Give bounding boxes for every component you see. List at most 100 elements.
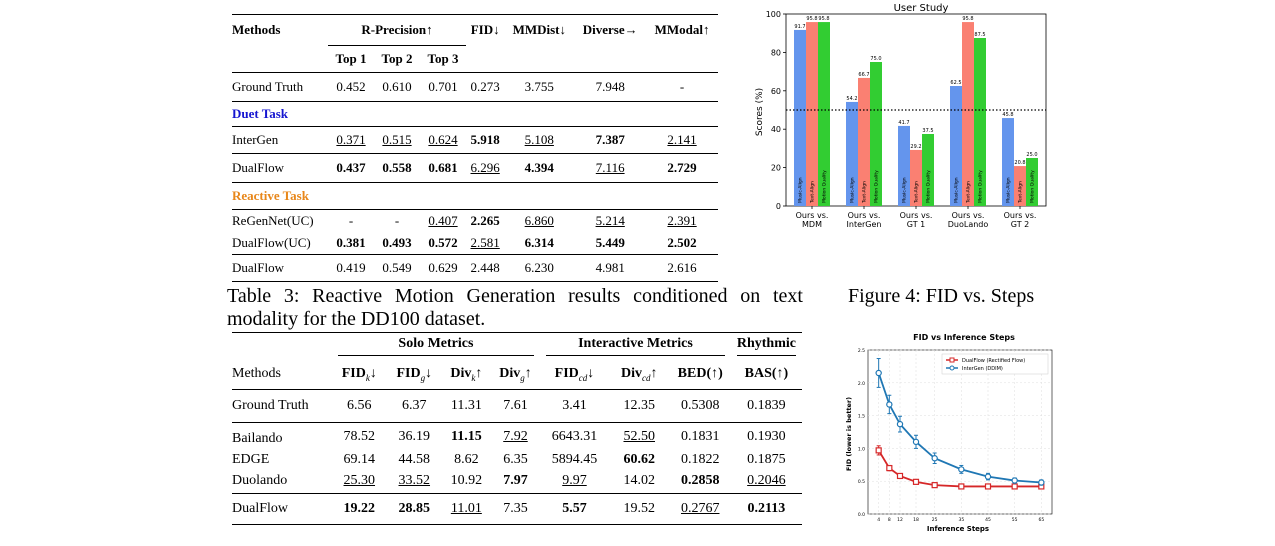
legend-marker	[949, 357, 955, 363]
table-row: EDGE 69.14 44.58 8.62 6.35 5894.45 60.62…	[232, 452, 786, 467]
bar-series-label: Motion Quality	[978, 170, 984, 203]
bar-series-label: Motion Quality	[1030, 170, 1036, 203]
bar-value-label: 45.8	[1002, 112, 1013, 118]
bar-series-label: Text-Align	[1018, 181, 1024, 204]
y-tick-label: 0	[776, 202, 781, 211]
results-table-text: Methods R-Precision↑ FID↓ MMDist↓ Divers…	[232, 14, 718, 282]
group-rhythmic: Rhythmic	[731, 333, 802, 360]
x-tick-label: MDM	[802, 220, 822, 229]
x-tick-label: Ours vs.	[900, 211, 933, 220]
data-point	[984, 473, 992, 480]
bar-series-label: Music-Align	[1006, 177, 1012, 203]
table-row: Ground Truth 6.56 6.37 11.31 7.61 3.41 1…	[232, 390, 802, 423]
col-header-rprecision: R-Precision↑	[361, 22, 433, 37]
col-header-top1: Top 1	[328, 45, 374, 72]
col-header-methods: Methods	[232, 366, 281, 381]
bar-series-label: Motion Quality	[874, 170, 880, 203]
legend-label: InterGen (DDIM)	[962, 366, 1003, 372]
col-header-div-g: Divg↑	[499, 365, 532, 383]
bar-value-label: 37.5	[922, 128, 933, 134]
bar	[794, 29, 806, 206]
y-tick-label: 2.5	[858, 348, 865, 354]
x-tick-label: 45	[985, 517, 991, 523]
bar-value-label: 87.5	[974, 32, 985, 38]
section-label-duet: Duet Task	[232, 105, 288, 121]
bar-value-label: 54.2	[846, 96, 857, 102]
col-header-top2: Top 2	[374, 45, 420, 72]
x-tick-label: 8	[888, 517, 891, 523]
bar-value-label: 75.0	[870, 56, 881, 62]
y-axis-label: FID (lower is better)	[845, 397, 853, 471]
data-point	[984, 483, 992, 490]
table-row: DualFlow(UC) 0.381 0.493 0.572 2.581 6.3…	[232, 232, 718, 254]
data-point	[931, 482, 938, 489]
bar-series-label: Text-Align	[810, 181, 816, 204]
data-point	[1011, 477, 1018, 484]
data-point	[896, 420, 904, 428]
col-header-fid-g: FIDg↓	[396, 365, 433, 383]
data-point	[912, 478, 920, 485]
y-tick-label: 80	[771, 48, 781, 57]
table-row: DualFlow 0.437 0.558 0.681 6.296 4.394 7…	[232, 153, 718, 182]
x-tick-label: 18	[913, 517, 919, 523]
x-tick-label: InterGen	[847, 220, 882, 229]
x-tick-label: 25	[932, 517, 938, 523]
bar-series-label: Music-Align	[850, 177, 856, 203]
x-tick-label: 35	[958, 517, 964, 523]
x-tick-label: DuoLando	[948, 220, 989, 229]
data-point	[886, 464, 893, 472]
bar-series-label: Text-Align	[914, 181, 920, 204]
col-header-methods: Methods	[232, 22, 281, 38]
table-row: InterGen 0.371 0.515 0.624 5.918 5.108 7…	[232, 126, 718, 153]
bar-series-label: Text-Align	[862, 181, 868, 204]
x-tick-label: Ours vs.	[848, 211, 881, 220]
data-point	[1011, 483, 1018, 490]
col-header-top3: Top 3	[420, 45, 466, 72]
bar-value-label: 29.2	[910, 144, 921, 150]
x-tick-label: Ours vs.	[952, 211, 985, 220]
reactive-results-table: Solo Metrics Interactive Metrics Rhythmi…	[232, 332, 802, 525]
data-point	[1038, 479, 1045, 486]
y-tick-label: 0.5	[858, 479, 865, 485]
table-row: Ground Truth 0.452 0.610 0.701 0.273 3.7…	[232, 72, 718, 101]
x-tick-label: GT 2	[1011, 220, 1029, 229]
x-tick-label: Ours vs.	[796, 211, 829, 220]
bar-series-label: Music-Align	[902, 177, 908, 203]
col-header-diverse: Diverse→	[582, 22, 638, 38]
legend: DualFlow (Rectified Flow) InterGen (DDIM)	[941, 353, 1049, 375]
bar-value-label: 95.8	[962, 16, 973, 22]
bar	[910, 149, 922, 206]
group-solo-metrics: Solo Metrics	[332, 333, 540, 360]
bar-value-label: 20.8	[1014, 160, 1025, 166]
col-header-div-cd: Divcd↑	[621, 365, 658, 383]
table-row: DualFlow 0.419 0.549 0.629 2.448 6.230 4…	[232, 254, 718, 281]
bar-series-label: Motion Quality	[926, 170, 932, 203]
y-tick-label: 40	[771, 125, 781, 134]
data-point	[912, 438, 920, 446]
bar	[974, 38, 986, 206]
bar-value-label: 25.0	[1026, 152, 1037, 158]
data-point	[931, 455, 938, 462]
x-axis-label: Inference Steps	[927, 525, 989, 533]
y-tick-label: 0.0	[858, 512, 865, 518]
bar-value-label: 41.7	[898, 120, 909, 126]
x-tick-label: GT 1	[907, 220, 925, 229]
bar	[806, 22, 818, 207]
bar-value-label: 95.8	[818, 16, 829, 22]
data-point	[958, 466, 965, 473]
bar-series-label: Motion Quality	[822, 170, 828, 203]
fid-vs-steps-chart: FID vs Inference Steps FID (lower is bet…	[845, 333, 1053, 533]
col-header-bed: BED(↑)	[677, 366, 723, 381]
legend-box	[941, 353, 1049, 375]
y-tick-label: 1.5	[858, 414, 865, 420]
y-tick-label: 1.0	[858, 446, 865, 452]
data-point	[875, 447, 882, 454]
bar	[818, 22, 830, 207]
data-point	[958, 483, 965, 490]
table-row: Duolando 25.30 33.52 10.92 7.97 9.97 14.…	[232, 469, 802, 494]
bar-series-label: Text-Align	[966, 181, 972, 204]
bar	[846, 101, 858, 206]
y-tick-label: 2.0	[858, 381, 865, 387]
chart-title: User Study	[894, 3, 949, 14]
y-tick-label: 20	[771, 164, 781, 173]
